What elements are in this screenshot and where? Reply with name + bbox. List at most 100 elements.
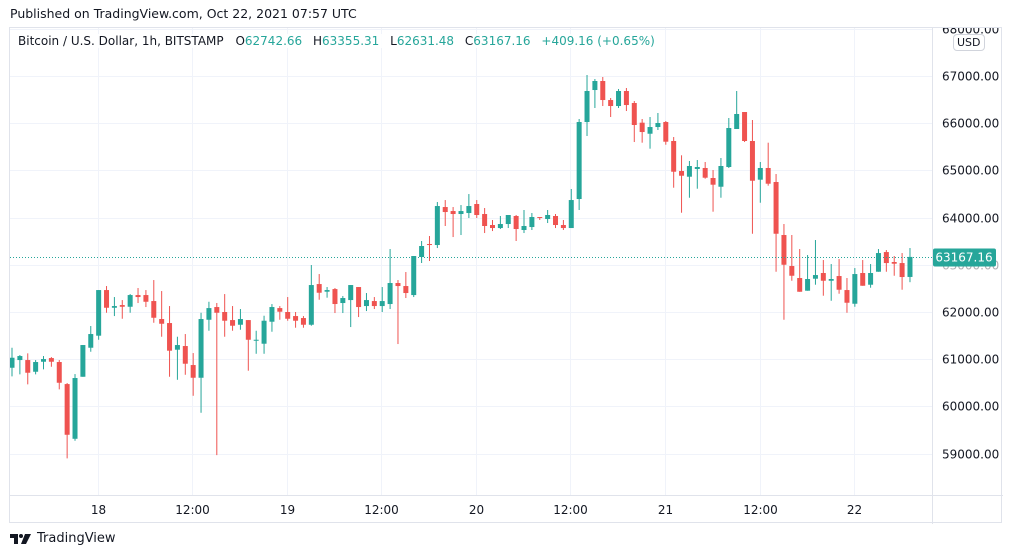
candle-up xyxy=(10,347,15,377)
candle-up xyxy=(734,91,740,130)
candle-up xyxy=(694,160,700,189)
candle-body xyxy=(371,301,377,307)
candle-body xyxy=(277,308,283,312)
candle-body xyxy=(167,323,173,351)
candle-down xyxy=(702,161,708,179)
candle-body xyxy=(576,122,582,200)
candle-body xyxy=(489,225,495,229)
candle-body xyxy=(805,279,811,291)
candle-body xyxy=(10,357,15,368)
candle-down xyxy=(891,256,897,276)
candle-down xyxy=(214,303,220,456)
candle-down xyxy=(474,200,480,219)
currency-button[interactable]: USD xyxy=(953,34,985,51)
candle-up xyxy=(348,285,354,328)
candle-body xyxy=(907,256,913,277)
candle-body xyxy=(316,284,322,293)
time-tick-label: 12:00 xyxy=(553,503,588,517)
tradingview-logo-icon xyxy=(10,533,31,544)
candle-body xyxy=(616,91,622,107)
candle-down xyxy=(450,207,456,238)
candle-body xyxy=(836,276,842,290)
candle-up xyxy=(237,309,243,330)
candle-down xyxy=(300,316,306,328)
chart-container[interactable]: 68000.00 67000.00 66000.00 65000.00 64000.00… xyxy=(9,27,1003,524)
candle-up xyxy=(718,157,724,198)
price-tick-label: 66000.00 xyxy=(942,117,999,131)
candle-up xyxy=(875,249,881,272)
candle-up xyxy=(616,88,622,109)
candle-up xyxy=(545,210,551,224)
time-axis: 18 12:00 19 12:00 20 12:00 21 12:00 22 xyxy=(91,503,862,517)
candle-body xyxy=(663,122,669,142)
candle-up xyxy=(127,294,133,313)
candle-up xyxy=(269,304,275,332)
candle-down xyxy=(135,288,141,304)
candle-down xyxy=(403,272,409,299)
candle-body xyxy=(340,298,346,304)
time-tick-label: 20 xyxy=(469,503,484,517)
candle-body xyxy=(820,273,826,281)
last-price-text: 63167.16 xyxy=(935,251,992,265)
candle-body xyxy=(434,206,440,246)
candle-body xyxy=(387,283,393,305)
price-tick-label: 65000.00 xyxy=(942,164,999,178)
candle-body xyxy=(426,244,432,246)
grid-lines xyxy=(10,28,932,495)
candle-body xyxy=(230,320,236,326)
candle-down xyxy=(167,306,173,377)
candle-up xyxy=(757,161,763,203)
candle-body xyxy=(151,301,157,318)
price-tick-label: 67000.00 xyxy=(942,70,999,84)
candle-body xyxy=(584,91,590,123)
candle-up xyxy=(812,240,818,285)
candle-body xyxy=(135,295,141,298)
candle-body xyxy=(356,287,362,308)
candle-up xyxy=(419,241,425,264)
candle-body xyxy=(300,318,306,325)
brand-name: TradingView xyxy=(37,531,116,546)
candle-down xyxy=(844,278,850,313)
candle-body xyxy=(119,305,125,307)
candle-down xyxy=(48,357,54,367)
candle-body xyxy=(474,204,480,216)
time-tick-label: 12:00 xyxy=(175,503,210,517)
candles xyxy=(10,75,913,459)
candle-body xyxy=(190,365,196,378)
candle-body xyxy=(726,128,732,168)
price-tick-label: 62000.00 xyxy=(942,306,999,320)
candle-down xyxy=(285,297,291,321)
candle-body xyxy=(411,256,417,296)
candle-up xyxy=(505,215,511,229)
symbol-title: Bitcoin / U.S. Dollar, 1h, BITSTAMP xyxy=(18,34,224,48)
candle-body xyxy=(529,217,535,228)
candle-down xyxy=(56,360,62,390)
candle-body xyxy=(513,215,519,230)
candle-down xyxy=(332,288,338,314)
candle-up xyxy=(434,202,440,249)
candle-body xyxy=(568,200,574,229)
candle-body xyxy=(458,211,464,215)
candle-body xyxy=(749,140,755,181)
candle-down xyxy=(820,260,826,296)
time-tick-label: 21 xyxy=(658,503,673,517)
footer-brand[interactable]: TradingView xyxy=(10,531,116,546)
candle-body xyxy=(812,275,818,279)
candle-body xyxy=(545,215,551,220)
candle-body xyxy=(25,360,31,373)
candle-body xyxy=(647,127,653,134)
candle-down xyxy=(245,320,251,371)
candle-down xyxy=(442,200,448,227)
candle-body xyxy=(702,167,708,178)
candle-body xyxy=(639,122,645,133)
candle-body xyxy=(592,81,598,91)
candle-body xyxy=(482,214,488,227)
last-price-badge xyxy=(933,248,996,267)
candle-down xyxy=(671,137,677,188)
open-label: O xyxy=(235,34,245,48)
candlestick-chart[interactable]: 68000.00 67000.00 66000.00 65000.00 64000.00… xyxy=(10,28,1003,524)
candle-body xyxy=(56,362,62,383)
close-label: C xyxy=(464,34,474,48)
symbol-legend: Bitcoin / U.S. Dollar, 1h, BITSTAMP O627… xyxy=(18,34,662,48)
change-value: +409.16 (+0.65%) xyxy=(541,34,655,48)
